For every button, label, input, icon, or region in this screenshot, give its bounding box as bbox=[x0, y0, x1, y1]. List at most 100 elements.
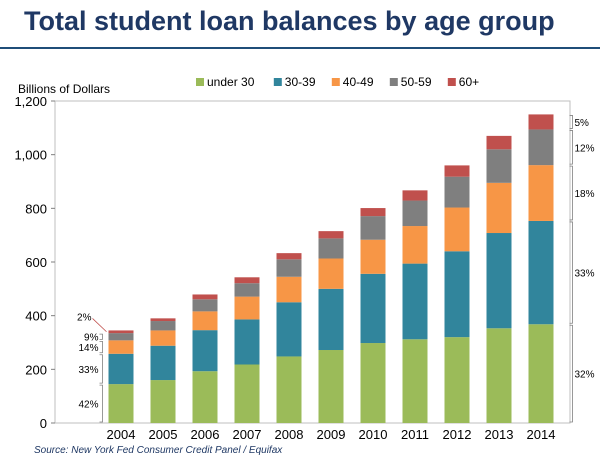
bar-segment bbox=[192, 299, 218, 312]
y-tick-label: 800 bbox=[25, 201, 47, 216]
x-tick-label: 2010 bbox=[359, 427, 388, 442]
bar-segment bbox=[150, 345, 176, 381]
bar-segment bbox=[318, 288, 344, 351]
legend-swatch bbox=[389, 78, 398, 86]
bar-segment bbox=[234, 296, 260, 320]
y-tick-label: 1,000 bbox=[14, 148, 47, 163]
bar-segment bbox=[402, 263, 428, 340]
bar-segment bbox=[360, 273, 386, 344]
bar-segment bbox=[108, 333, 134, 341]
share-bracket bbox=[569, 115, 573, 129]
y-axis-label: Billions of Dollars bbox=[18, 82, 110, 96]
page-title: Total student loan balances by age group bbox=[24, 6, 555, 36]
bar-segment bbox=[192, 311, 218, 331]
legend-swatch bbox=[331, 78, 340, 86]
bar-segment bbox=[276, 253, 302, 260]
bar-segment bbox=[444, 337, 470, 423]
bar-segment bbox=[486, 233, 512, 329]
share-label: 9% bbox=[84, 333, 99, 344]
share-bracket bbox=[99, 354, 103, 384]
x-tick-label: 2013 bbox=[485, 427, 514, 442]
bar-segment bbox=[108, 353, 134, 385]
bar-segment bbox=[444, 176, 470, 208]
bar-segment bbox=[444, 251, 470, 338]
y-tick-label: 400 bbox=[25, 309, 47, 324]
bar-segment bbox=[486, 182, 512, 234]
bar-segment bbox=[528, 129, 554, 166]
x-tick-label: 2009 bbox=[317, 427, 346, 442]
x-tick-label: 2011 bbox=[401, 427, 429, 442]
share-bracket bbox=[99, 333, 103, 340]
bar-segment bbox=[150, 380, 176, 423]
bar-segment bbox=[402, 226, 428, 264]
x-tick-label: 2007 bbox=[233, 427, 262, 442]
share-label: 18% bbox=[575, 189, 595, 200]
bar-segment bbox=[486, 149, 512, 183]
source-note: Source: New York Fed Consumer Credit Pan… bbox=[34, 445, 283, 456]
share-label: 33% bbox=[575, 269, 595, 280]
legend-swatch bbox=[447, 78, 456, 86]
bar-segment bbox=[234, 283, 260, 297]
share-leader bbox=[92, 318, 107, 333]
y-tick-label: 600 bbox=[25, 255, 47, 270]
bar-segment bbox=[444, 207, 470, 252]
bar-segment bbox=[192, 330, 218, 372]
bar-segment bbox=[276, 356, 302, 423]
share-label: 33% bbox=[78, 365, 98, 376]
bar-segment bbox=[360, 216, 386, 240]
bar-segment bbox=[234, 319, 260, 365]
bar-segment bbox=[528, 165, 554, 221]
bar-segment bbox=[360, 208, 386, 217]
bar-segment bbox=[108, 340, 134, 354]
y-tick-label: 1,200 bbox=[14, 94, 47, 109]
share-bracket bbox=[99, 340, 103, 354]
bar-segment bbox=[528, 324, 554, 423]
x-tick-label: 2008 bbox=[275, 427, 304, 442]
legend-entry: 60+ bbox=[459, 75, 479, 89]
bar-segment bbox=[234, 364, 260, 423]
legend-swatch bbox=[273, 78, 282, 86]
bar-segment bbox=[150, 321, 176, 331]
bar-segment bbox=[486, 328, 512, 423]
bar-segment bbox=[192, 294, 218, 300]
bar-segment bbox=[318, 350, 344, 423]
share-label: 12% bbox=[575, 143, 595, 154]
bar-segment bbox=[444, 165, 470, 177]
share-label: 14% bbox=[78, 343, 98, 354]
share-label: 32% bbox=[575, 370, 595, 381]
share-label: 5% bbox=[575, 118, 590, 129]
y-tick-label: 0 bbox=[40, 416, 47, 431]
x-tick-label: 2004 bbox=[107, 427, 136, 442]
x-tick-label: 2006 bbox=[191, 427, 220, 442]
x-tick-label: 2012 bbox=[443, 427, 472, 442]
x-tick-label: 2014 bbox=[527, 427, 556, 442]
bar-segment bbox=[108, 384, 134, 423]
legend-entry: 40-49 bbox=[343, 75, 374, 89]
bar-segment bbox=[276, 276, 302, 303]
share-bracket bbox=[569, 165, 573, 221]
bar-segment bbox=[528, 220, 554, 325]
share-label: 2% bbox=[77, 312, 92, 323]
legend-entry: under 30 bbox=[207, 75, 255, 89]
bar-segment bbox=[150, 330, 176, 346]
bar-segment bbox=[150, 318, 176, 322]
legend-entry: 30-39 bbox=[285, 75, 316, 89]
bar-segment bbox=[402, 190, 428, 201]
bar-segment bbox=[276, 259, 302, 277]
bar-segment bbox=[108, 330, 134, 334]
x-tick-label: 2005 bbox=[149, 427, 178, 442]
share-label: 42% bbox=[78, 400, 98, 411]
bar-segment bbox=[360, 239, 386, 274]
y-tick-label: 200 bbox=[25, 362, 47, 377]
bar-segment bbox=[276, 302, 302, 357]
legend-entry: 50-59 bbox=[401, 75, 432, 89]
share-bracket bbox=[569, 130, 573, 165]
bar-segment bbox=[402, 339, 428, 423]
bar-segment bbox=[486, 135, 512, 150]
legend-swatch bbox=[196, 78, 204, 86]
bar-segment bbox=[528, 114, 554, 130]
bar-segment bbox=[318, 238, 344, 259]
bar-segment bbox=[360, 343, 386, 423]
share-bracket bbox=[569, 324, 573, 423]
